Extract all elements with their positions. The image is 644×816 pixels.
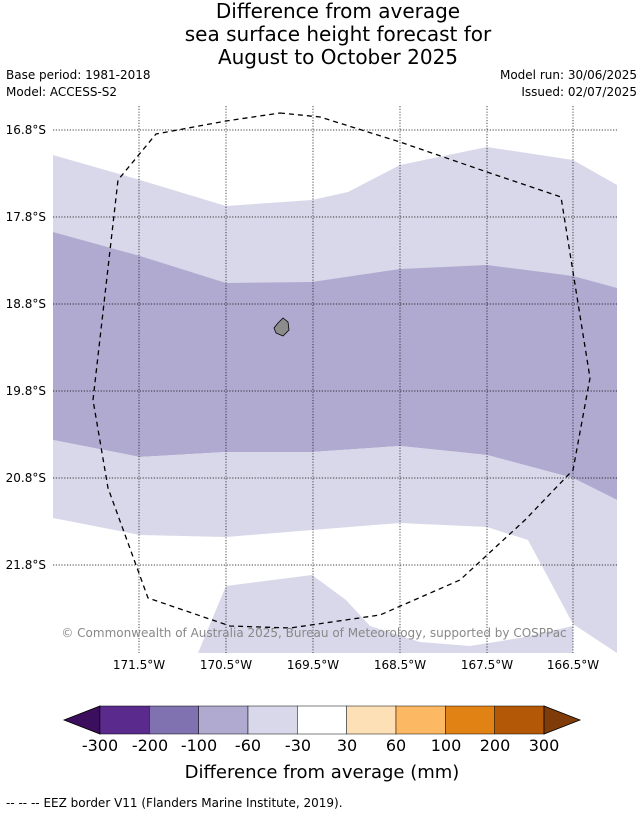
lon-label: 169.5°W [287,658,339,672]
base-period: Base period: 1981-2018 [6,68,151,82]
meta-left: Base period: 1981-2018 Model: ACCESS-S2 [6,67,151,101]
title-line-2: sea surface height forecast for [184,22,492,46]
issued-date: Issued: 02/07/2025 [521,85,637,99]
colorbar-title: Difference from average (mm) [185,762,460,783]
title-line-1: Difference from average [215,0,461,23]
lon-label: 171.5°W [113,658,165,672]
eez-legend-text: EEZ border V11 (Flanders Marine Institut… [43,796,343,810]
colorbar-tick-label: -30 [285,736,311,755]
lon-label: 167.5°W [461,658,513,672]
band-light-bottom [198,575,573,653]
colorbar-tick-label: 100 [431,736,462,755]
title-line-3: August to October 2025 [217,45,459,69]
lat-labels: 16.8°S 17.8°S 18.8°S 19.8°S 20.8°S 21.8°… [6,123,46,572]
model-name: Model: ACCESS-S2 [6,85,118,99]
colorbar-tick-label: -60 [235,736,261,755]
colorbar-bin [445,705,495,735]
colorbar-bin [99,705,150,735]
colorbar-tick-label: 60 [386,736,406,755]
lat-label: 20.8°S [6,471,46,485]
lat-label: 16.8°S [6,123,46,137]
colorbar-tick-label: 30 [337,736,357,755]
colorbar [62,705,582,735]
lat-label: 17.8°S [6,210,46,224]
eez-legend-symbol: -- -- -- [6,796,40,810]
colorbar-tick-label: -300 [82,736,118,755]
model-run: Model run: 30/06/2025 [499,68,637,82]
chart-title: Difference from average sea surface heig… [0,0,644,69]
colorbar-bin [198,705,249,735]
colorbar-bin [395,705,446,735]
lon-label: 166.5°W [547,658,599,672]
colorbar-tick-label: 200 [480,736,511,755]
meta-right: Model run: 30/06/2025 Issued: 02/07/2025 [500,67,637,101]
copyright-notice: © Commonwealth of Australia 2025, Bureau… [61,626,566,640]
colorbar-bin [494,705,545,735]
colorbar-bin [297,705,347,735]
band-light-upper [53,147,617,290]
eez-border [92,112,591,629]
lon-labels: 171.5°W 170.5°W 169.5°W 168.5°W 167.5°W … [113,658,599,672]
colorbar-bin [346,705,397,735]
colorbar-tick-labels: -300 -200 -100 -60 -30 30 60 100 200 300 [82,736,559,755]
colorbar-bin [149,705,199,735]
colorbar-tick-label: 300 [529,736,560,755]
lat-label: 21.8°S [6,558,46,572]
lat-label: 18.8°S [6,297,46,311]
lon-label: 170.5°W [200,658,252,672]
colorbar-extend-high [543,705,582,735]
lon-label: 168.5°W [374,658,426,672]
colorbar-extend-low [62,705,101,735]
niue-island [273,317,290,337]
colorbar-tick-label: -100 [181,736,217,755]
colorbar-tick-label: -200 [132,736,168,755]
lat-label: 19.8°S [6,384,46,398]
eez-legend: -- -- -- EEZ border V11 (Flanders Marine… [6,796,343,810]
map-field [53,106,617,653]
colorbar-bin [247,705,298,735]
band-light-lower [53,440,617,653]
band-mid [53,232,617,500]
